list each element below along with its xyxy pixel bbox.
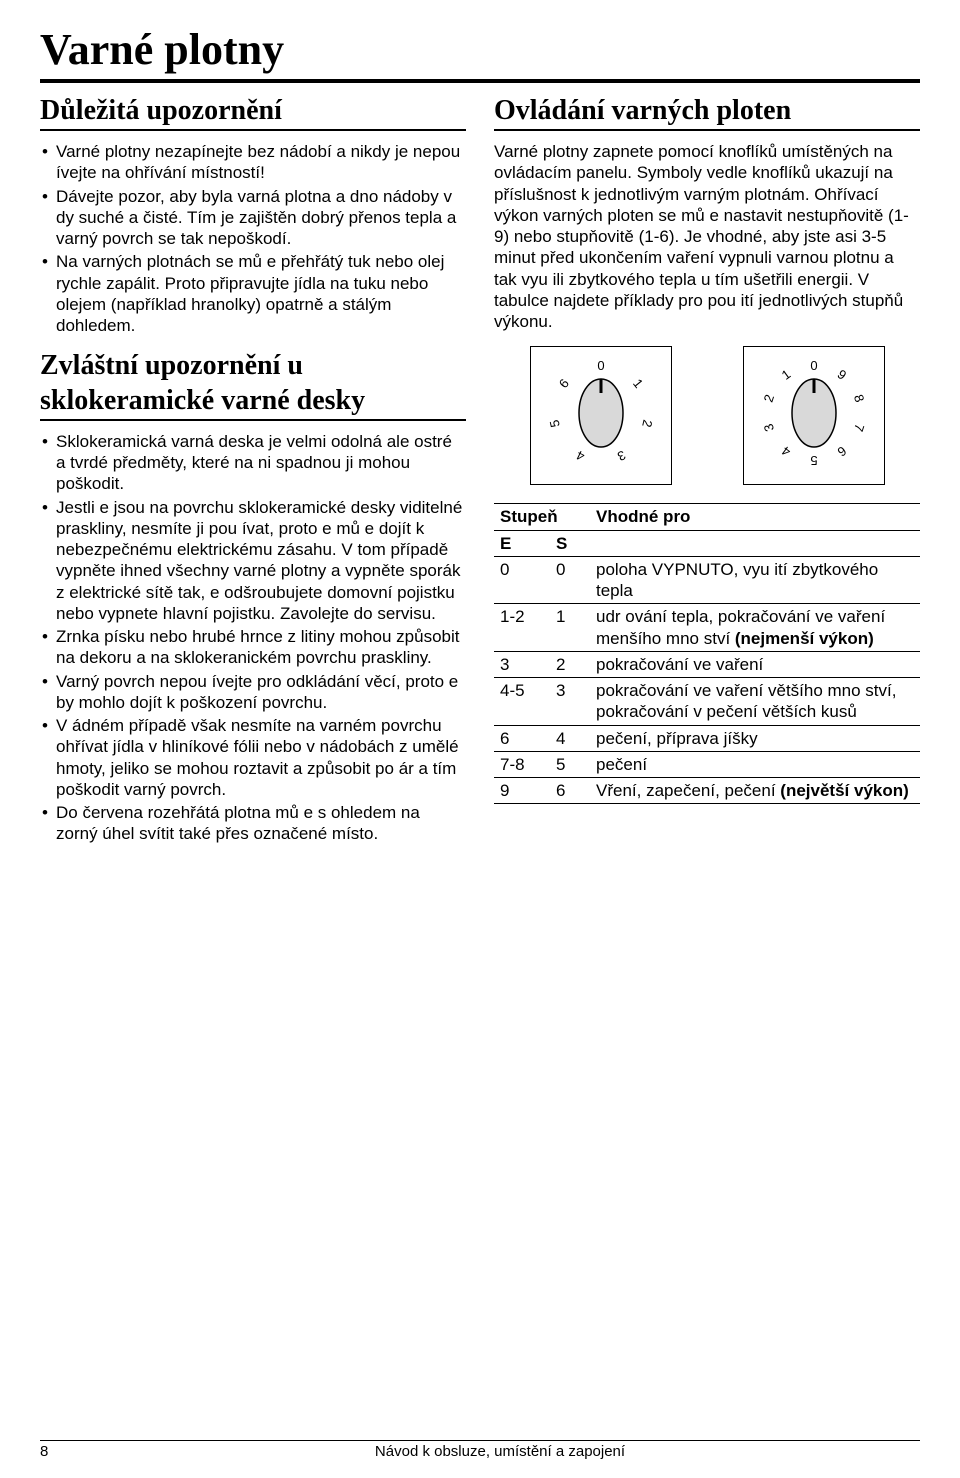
th-s: S [550, 530, 590, 556]
svg-text:3: 3 [615, 448, 628, 465]
th-e: E [494, 530, 550, 556]
section-rule [40, 419, 466, 421]
svg-text:8: 8 [850, 393, 867, 405]
left-column: Důležitá upozornění Varné plotny nezapín… [40, 95, 466, 859]
warnings-list: Varné plotny nezapínejte bez nádobí a ni… [40, 141, 466, 336]
page-footer: 8 Návod k obsluze, umístění a zapojení [40, 1440, 920, 1460]
list-item: Dávejte pozor, aby byla varná plotna a d… [40, 186, 466, 250]
svg-text:0: 0 [597, 358, 604, 373]
section-heading-ceramic-a: Zvláštní upozornění u [40, 350, 466, 382]
page-number: 8 [40, 1443, 80, 1460]
cell-desc: poloha VYPNUTO, vyu ití zbytkového tepla [590, 556, 920, 604]
svg-text:3: 3 [760, 422, 777, 434]
cell-desc: pokračování ve vaření většího mno ství, … [590, 678, 920, 726]
controls-paragraph: Varné plotny zapnete pomocí knoflíků umí… [494, 141, 920, 332]
list-item: V ádném případě však nesmíte na varném p… [40, 715, 466, 800]
list-item: Na varných plotnách se mů e přehřátý tuk… [40, 251, 466, 336]
cell-s: 3 [550, 678, 590, 726]
dial-box: 0 1 2 3 4 5 6 [530, 346, 672, 485]
cell-s: 4 [550, 725, 590, 751]
cell-desc: pečení, příprava jíšky [590, 725, 920, 751]
table-row: 64pečení, příprava jíšky [494, 725, 920, 751]
list-item: Zrnka písku nebo hrubé hrnce z litiny mo… [40, 626, 466, 669]
cell-desc: Vření, zapečení, pečení (největší výkon) [590, 778, 920, 804]
cell-e: 7-8 [494, 751, 550, 777]
section-heading-warnings: Důležitá upozornění [40, 95, 466, 127]
ceramic-warnings-list: Sklokeramická varná deska je velmi odoln… [40, 431, 466, 845]
cell-s: 6 [550, 778, 590, 804]
table-bottom-rule [494, 804, 920, 805]
table-row: 00poloha VYPNUTO, vyu ití zbytkového tep… [494, 556, 920, 604]
cell-s: 2 [550, 651, 590, 677]
dial-box: 0 12 34 5 67 89 [743, 346, 885, 485]
table-body: 00poloha VYPNUTO, vyu ití zbytkového tep… [494, 556, 920, 804]
cell-desc: udr ování tepla, pokračování ve vaření m… [590, 604, 920, 652]
th-vhodne: Vhodné pro [590, 504, 920, 530]
list-item: Sklokeramická varná deska je velmi odoln… [40, 431, 466, 495]
table-row: 7-85pečení [494, 751, 920, 777]
cell-s: 5 [550, 751, 590, 777]
dial-icon: 0 1 2 3 4 5 6 [541, 353, 661, 473]
table-row: 1-21udr ování tepla, pokračování ve vaře… [494, 604, 920, 652]
power-levels-table: Stupeň Vhodné pro E S 00poloha VYPNUTO, … [494, 503, 920, 804]
two-column-layout: Důležitá upozornění Varné plotny nezapín… [40, 95, 920, 859]
cell-e: 6 [494, 725, 550, 751]
svg-text:9: 9 [834, 367, 849, 383]
dials-figure: 0123456 0123456789 [494, 346, 920, 485]
svg-text:7: 7 [850, 422, 867, 434]
svg-text:2: 2 [639, 419, 655, 429]
section-heading-ceramic-b: sklokeramické varné desky [40, 385, 466, 417]
cell-e: 4-5 [494, 678, 550, 726]
section-rule [40, 129, 466, 131]
right-column: Ovládání varných ploten Varné plotny zap… [494, 95, 920, 859]
svg-text:0: 0 [810, 358, 817, 373]
dial-icon: 0 12 34 5 67 89 [754, 353, 874, 473]
cell-s: 1 [550, 604, 590, 652]
footer-text: Návod k obsluze, umístění a zapojení [80, 1443, 920, 1460]
list-item: Varný povrch nepou ívejte pro odkládání … [40, 671, 466, 714]
list-item: Do červena rozehřátá plotna mů e s ohled… [40, 802, 466, 845]
svg-text:4: 4 [778, 444, 793, 460]
list-item: Varné plotny nezapínejte bez nádobí a ni… [40, 141, 466, 184]
cell-e: 3 [494, 651, 550, 677]
page-title: Varné plotny [40, 24, 920, 75]
cell-e: 1-2 [494, 604, 550, 652]
dial-9-step: 0 12 34 5 67 89 [743, 346, 885, 485]
svg-text:1: 1 [630, 376, 646, 391]
dial-6-step: 0 1 2 3 4 5 6 [530, 346, 672, 485]
th-empty [590, 530, 920, 556]
list-item: Jestli e jsou na povrchu sklokeramické d… [40, 497, 466, 625]
table-row: 96Vření, zapečení, pečení (největší výko… [494, 778, 920, 804]
svg-text:2: 2 [760, 393, 777, 405]
svg-text:6: 6 [834, 444, 849, 460]
th-stupen: Stupeň [494, 504, 590, 530]
svg-text:5: 5 [810, 453, 817, 468]
cell-desc: pokračování ve vaření [590, 651, 920, 677]
section-heading-controls: Ovládání varných ploten [494, 95, 920, 127]
cell-desc: pečení [590, 751, 920, 777]
title-rule [40, 79, 920, 83]
cell-e: 0 [494, 556, 550, 604]
svg-text:6: 6 [555, 376, 571, 391]
cell-e: 9 [494, 778, 550, 804]
table-header-row: Stupeň Vhodné pro [494, 504, 920, 530]
svg-text:5: 5 [546, 419, 562, 429]
svg-text:1: 1 [778, 367, 793, 383]
section-rule [494, 129, 920, 131]
table-subheader-row: E S [494, 530, 920, 556]
svg-text:4: 4 [573, 448, 586, 465]
table-row: 32pokračování ve vaření [494, 651, 920, 677]
table-row: 4-53pokračování ve vaření většího mno st… [494, 678, 920, 726]
cell-s: 0 [550, 556, 590, 604]
